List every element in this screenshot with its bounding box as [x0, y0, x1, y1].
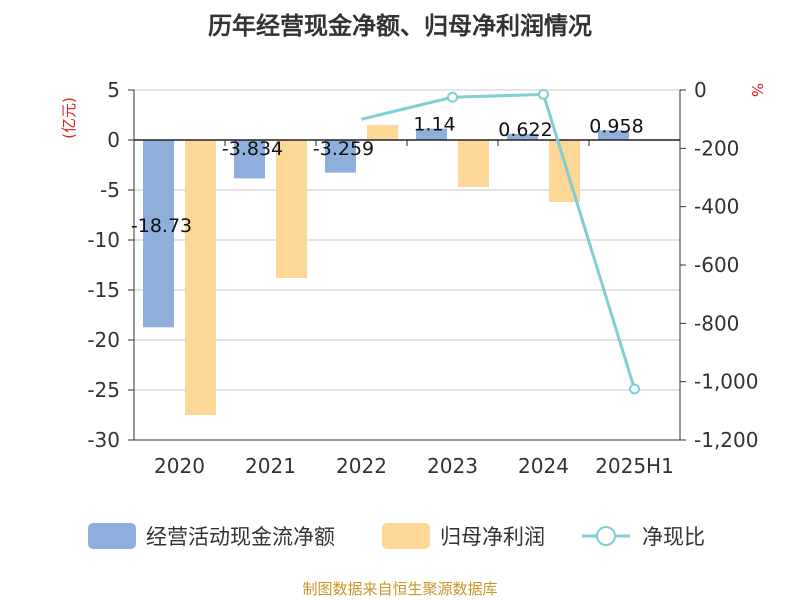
legend-label: 归母净利润: [440, 525, 545, 549]
category-label: 2020: [154, 454, 205, 478]
net-profit-bar: [458, 140, 489, 187]
right-tick-label: 0: [694, 78, 707, 102]
chart-title: 历年经营现金净额、归母净利润情况: [208, 12, 592, 40]
tick-labels: 5 0 -5 -10 -15 -20 -25 -30 0 -200 -400 -600 -800 -1,0…: [87, 78, 758, 478]
left-tick-label: -10: [87, 228, 120, 252]
category-label: 2022: [336, 454, 387, 478]
legend-swatch: [88, 523, 136, 549]
cashflow-bar: [598, 130, 629, 140]
left-axis-unit: (亿元): [60, 97, 78, 139]
data-labels: -18.73 -3.834 -3.259 1.14 0.622 0.958: [131, 114, 644, 237]
category-label: 2024: [518, 454, 569, 478]
ratio-point: [447, 91, 458, 103]
left-tick-label: 5: [107, 78, 120, 102]
right-tick-label: -600: [694, 253, 739, 277]
cashflow-data-label: -18.73: [131, 215, 192, 237]
cashflow-bar: [143, 140, 174, 328]
cashflow-data-label: 1.14: [413, 114, 455, 136]
left-tick-label: 0: [107, 128, 120, 152]
right-tick-label: -200: [694, 136, 739, 160]
cashflow-data-label: -3.259: [313, 138, 374, 160]
category-label: 2025H1: [595, 454, 674, 478]
left-tick-label: -15: [87, 278, 120, 302]
right-tick-label: -400: [694, 195, 739, 219]
left-tick-label: -5: [100, 178, 120, 202]
right-tick-label: -1,000: [694, 370, 758, 394]
category-label: 2023: [427, 454, 478, 478]
ratio-line: [361, 88, 640, 395]
left-tick-label: -20: [87, 328, 120, 352]
cashflow-bar: [325, 140, 356, 173]
net-profit-bar: [367, 125, 398, 140]
right-axis-unit: %: [748, 83, 766, 97]
legend-marker: [596, 526, 616, 546]
legend: 经营活动现金流净额 归母净利润 净现比: [88, 523, 705, 549]
ratio-point: [538, 88, 549, 100]
right-tick-label: -1,200: [694, 428, 758, 452]
net-profit-bar: [185, 140, 216, 415]
category-label: 2021: [245, 454, 296, 478]
left-tick-label: -30: [87, 428, 120, 452]
cashflow-data-label: 0.958: [589, 115, 643, 137]
source-note: 制图数据来自恒生聚源数据库: [302, 580, 497, 598]
cashflow-data-label: -3.834: [222, 138, 283, 160]
cashflow-bar: [234, 140, 265, 179]
ratio-series-line: [361, 92, 636, 390]
bar-marks: [143, 125, 671, 415]
net-profit-bar: [276, 140, 307, 278]
axes: [128, 89, 686, 441]
legend-label: 经营活动现金流净额: [146, 525, 335, 549]
cashflow-bar: [507, 133, 538, 140]
cashflow-data-label: 0.622: [498, 119, 552, 141]
cashflow-bar: [416, 128, 447, 140]
right-tick-label: -800: [694, 311, 739, 335]
legend-label: 净现比: [642, 525, 705, 549]
ratio-point: [629, 383, 640, 395]
left-tick-label: -25: [87, 378, 120, 402]
legend-swatch: [382, 523, 430, 549]
